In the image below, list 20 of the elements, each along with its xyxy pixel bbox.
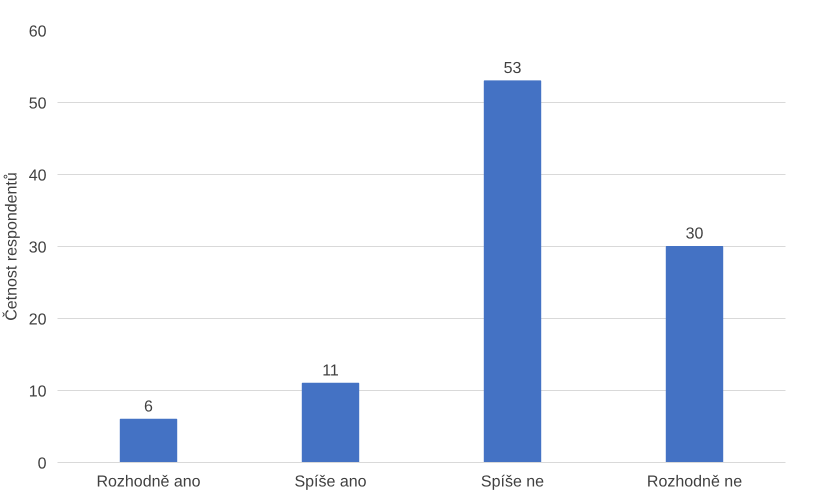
bar <box>302 382 360 462</box>
x-tick-label: Spíše ne <box>480 474 544 490</box>
y-tick-label: 20 <box>28 312 47 328</box>
y-tick-label: 50 <box>28 96 47 112</box>
bar <box>666 246 724 462</box>
y-tick-label: 60 <box>28 24 47 40</box>
data-label: 30 <box>686 226 704 242</box>
x-tick-label: Spíše ano <box>294 474 367 490</box>
y-tick-label: 10 <box>28 384 47 400</box>
x-tick-label: Rozhodně ano <box>96 474 201 490</box>
data-label: 6 <box>144 398 154 416</box>
y-tick-label: 0 <box>38 456 47 472</box>
data-label: 11 <box>322 362 339 380</box>
y-tick-label: 30 <box>28 240 47 256</box>
y-tick-label: 40 <box>28 168 47 184</box>
x-tick-label: Rozhodně ne <box>646 474 742 490</box>
bar <box>120 418 178 462</box>
data-label: 53 <box>504 60 522 77</box>
bar <box>484 80 542 462</box>
y-axis-title: Četnost respondentů <box>2 172 21 321</box>
